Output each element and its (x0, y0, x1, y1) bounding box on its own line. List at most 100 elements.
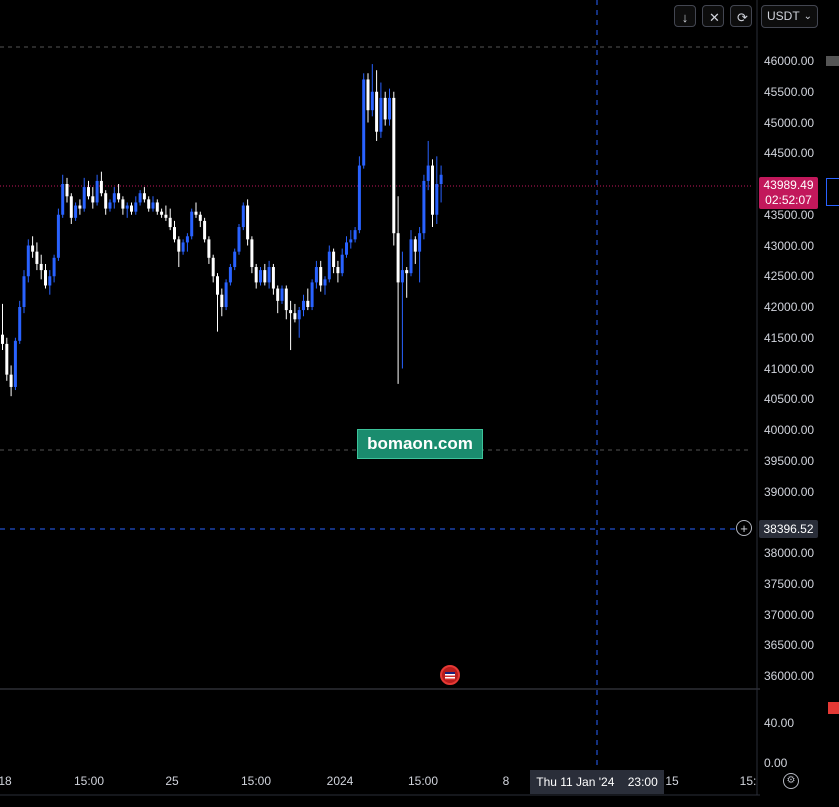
candle[interactable] (211, 254, 215, 283)
candle[interactable] (224, 279, 228, 311)
candle[interactable] (104, 190, 108, 215)
candle[interactable] (370, 64, 374, 117)
candle[interactable] (250, 236, 254, 274)
candle[interactable] (52, 254, 56, 283)
candle[interactable] (5, 337, 9, 381)
candle[interactable] (138, 190, 142, 206)
candle[interactable] (353, 227, 357, 243)
candle[interactable] (39, 254, 43, 280)
candle[interactable] (366, 73, 370, 123)
arrow-down-icon[interactable]: ↓ (674, 5, 696, 27)
candle[interactable] (194, 202, 198, 218)
candle[interactable] (91, 187, 95, 209)
candle[interactable] (168, 208, 172, 231)
candle[interactable] (293, 303, 297, 323)
candle[interactable] (78, 199, 82, 215)
candle[interactable] (125, 202, 129, 218)
candle[interactable] (207, 236, 211, 264)
candle[interactable] (1, 303, 4, 351)
candle[interactable] (435, 156, 439, 224)
candle[interactable] (177, 236, 181, 268)
candle[interactable] (327, 245, 331, 283)
scroll-marker[interactable] (826, 56, 839, 66)
candle[interactable] (228, 263, 232, 286)
candle[interactable] (31, 236, 35, 258)
candle[interactable] (65, 177, 69, 203)
candle[interactable] (185, 233, 189, 252)
candle[interactable] (130, 202, 133, 215)
candle[interactable] (26, 239, 30, 283)
candle[interactable] (164, 205, 168, 221)
candle[interactable] (345, 236, 348, 258)
candle[interactable] (289, 300, 293, 351)
candle[interactable] (392, 91, 396, 246)
candle[interactable] (254, 263, 258, 289)
candle[interactable] (409, 230, 413, 277)
candle[interactable] (426, 140, 430, 191)
candle[interactable] (383, 91, 387, 126)
candle[interactable] (405, 267, 409, 298)
candle[interactable] (151, 196, 155, 212)
candle[interactable] (263, 263, 267, 286)
candle[interactable] (48, 270, 52, 295)
candle[interactable] (271, 263, 275, 295)
candle[interactable] (155, 199, 159, 215)
candle[interactable] (332, 248, 336, 274)
candle[interactable] (9, 365, 13, 397)
gear-icon[interactable]: ⚙ (783, 773, 799, 789)
candle[interactable] (181, 239, 185, 255)
candle[interactable] (362, 73, 366, 169)
candle[interactable] (439, 165, 443, 203)
price-scale-handle[interactable] (826, 178, 839, 206)
candle[interactable] (233, 248, 237, 271)
candle[interactable] (108, 199, 112, 212)
candle[interactable] (220, 288, 224, 317)
candle[interactable] (99, 171, 103, 197)
candle[interactable] (267, 260, 271, 289)
candle[interactable] (82, 177, 86, 212)
candle[interactable] (259, 267, 262, 286)
candle[interactable] (319, 260, 323, 292)
candle[interactable] (422, 174, 426, 240)
candle[interactable] (216, 273, 219, 332)
candle[interactable] (431, 159, 434, 228)
candle[interactable] (241, 202, 245, 231)
candle[interactable] (284, 285, 288, 320)
candle[interactable] (190, 208, 194, 240)
refresh-icon[interactable]: ⟳ (730, 5, 752, 27)
candle[interactable] (112, 187, 116, 209)
add-alert-plus-icon[interactable]: + (736, 520, 752, 536)
us-flag-event-icon[interactable] (440, 665, 460, 685)
candle[interactable] (396, 196, 400, 384)
candle[interactable] (379, 82, 383, 138)
candle[interactable] (117, 184, 121, 203)
currency-select[interactable]: USDT ⌄ (761, 5, 818, 28)
candle[interactable] (35, 242, 39, 271)
candle[interactable] (13, 337, 17, 391)
candle[interactable] (400, 251, 404, 369)
candle[interactable] (87, 180, 90, 200)
candle[interactable] (375, 70, 379, 141)
candle[interactable] (418, 227, 422, 283)
candle[interactable] (160, 208, 164, 218)
candle[interactable] (336, 260, 340, 283)
candle[interactable] (142, 187, 146, 203)
candle[interactable] (310, 279, 314, 311)
candle[interactable] (198, 211, 202, 228)
candle[interactable] (323, 276, 327, 295)
collapse-icon[interactable]: ✕ (702, 5, 724, 27)
candle[interactable] (56, 208, 60, 261)
candle[interactable] (413, 236, 417, 264)
candle[interactable] (276, 285, 280, 314)
candle[interactable] (306, 288, 310, 311)
candle[interactable] (246, 199, 250, 246)
candle[interactable] (297, 307, 301, 338)
candle[interactable] (357, 156, 361, 234)
candle[interactable] (44, 263, 47, 289)
candle[interactable] (134, 196, 138, 215)
candle[interactable] (147, 196, 151, 212)
candle[interactable] (349, 230, 353, 249)
candle[interactable] (74, 202, 78, 221)
candle[interactable] (61, 174, 65, 218)
